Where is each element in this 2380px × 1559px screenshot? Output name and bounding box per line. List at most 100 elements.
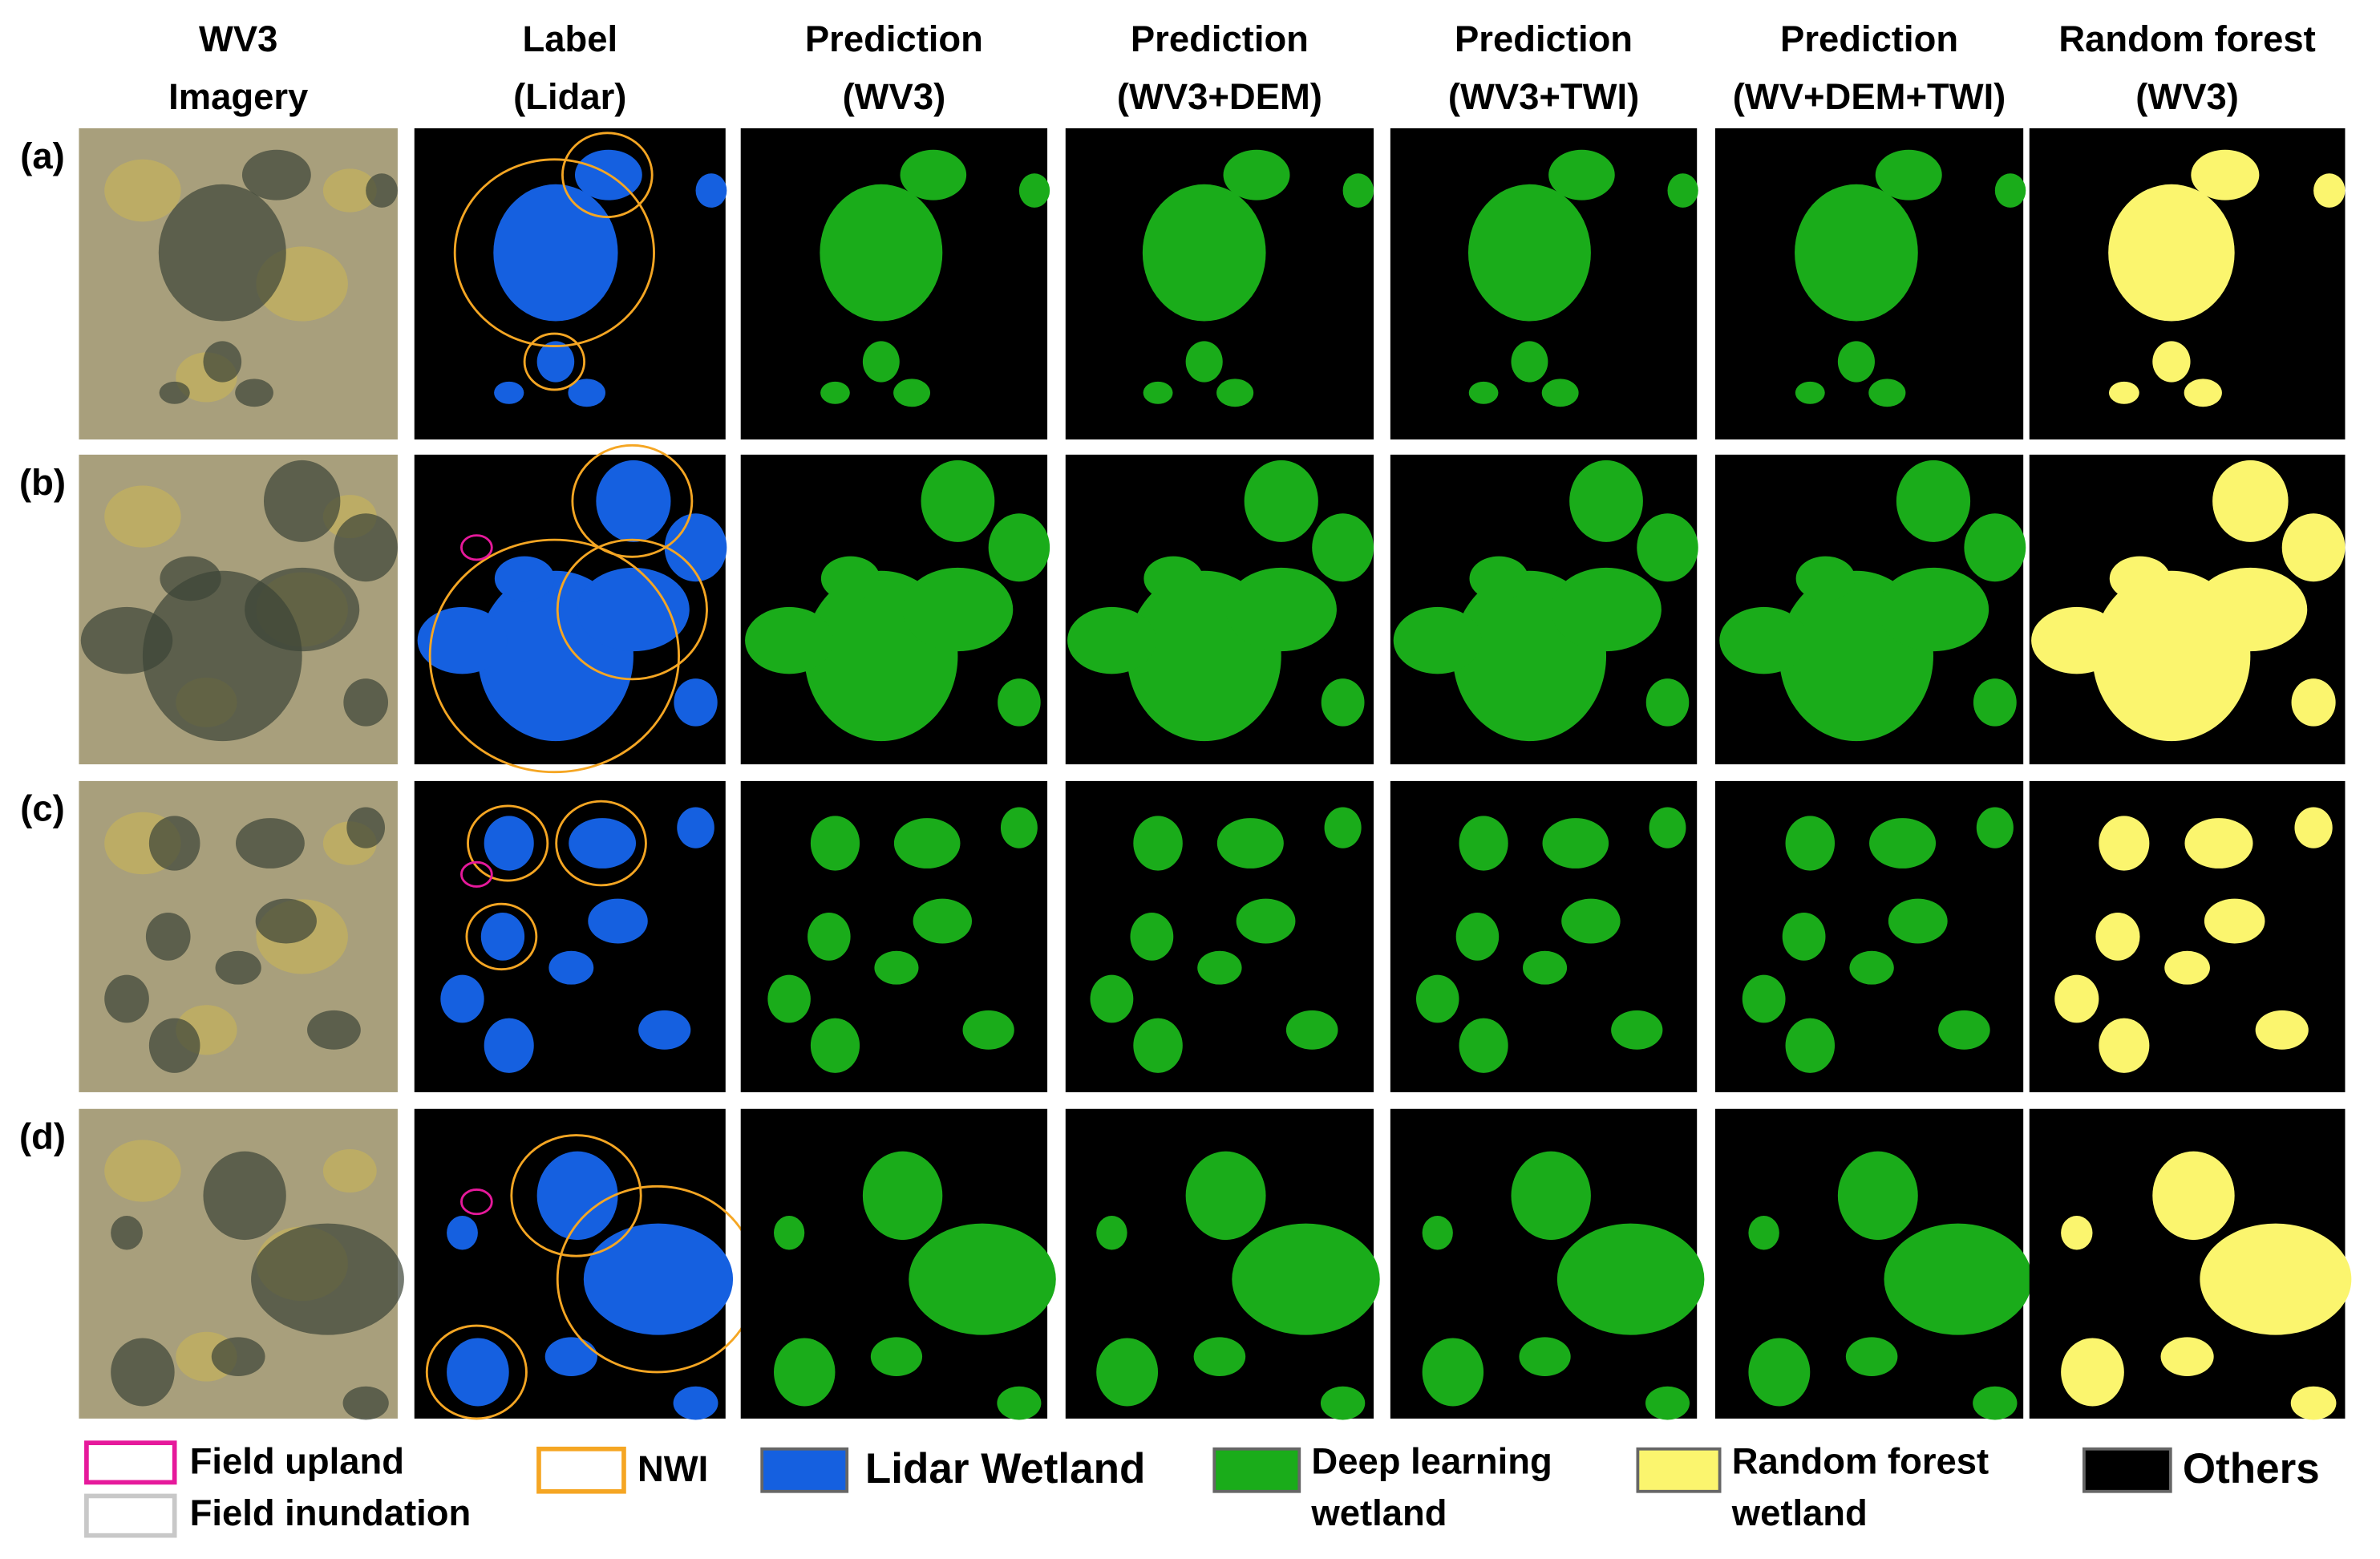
legend: Field upland Field inundation NWI Lidar … [84, 1440, 2320, 1538]
region [148, 1018, 200, 1073]
column-header: Prediction [805, 18, 983, 59]
region [1393, 606, 1482, 674]
region [774, 1215, 805, 1250]
region [251, 1223, 404, 1335]
region [80, 606, 173, 674]
region [2290, 1386, 2337, 1420]
legend-swatch [84, 1440, 177, 1485]
region [484, 1018, 534, 1073]
nwi-outline [561, 132, 654, 218]
region [2313, 173, 2346, 208]
region [1795, 381, 1825, 404]
region [1197, 950, 1242, 985]
region [870, 1337, 923, 1376]
region [2152, 341, 2191, 383]
legend-swatch [536, 1446, 626, 1494]
region [447, 1215, 478, 1250]
region [346, 807, 386, 848]
nwi-outline [453, 158, 655, 348]
region [235, 379, 273, 407]
region [536, 341, 575, 383]
column-header: Label [522, 18, 617, 59]
region [862, 341, 900, 383]
region [2152, 1151, 2235, 1241]
nwi-outline [523, 332, 586, 391]
legend-label: Field inundation [190, 1492, 472, 1533]
region [1877, 567, 1989, 652]
region [1649, 807, 1686, 848]
labels: WV3 Imagery Label (Lidar) Prediction (WV3) Pre… [19, 18, 2316, 1157]
region [2184, 818, 2253, 869]
region [1459, 816, 1508, 871]
region [664, 513, 727, 582]
region [1185, 1151, 1266, 1241]
region [695, 173, 727, 208]
region [1455, 913, 1500, 961]
region [1869, 818, 1937, 869]
legend-label: wetland [1310, 1492, 1447, 1533]
region [203, 341, 242, 383]
region [583, 1223, 734, 1335]
region [1556, 1223, 1705, 1335]
region [1000, 807, 1038, 848]
upland-outline [460, 1188, 493, 1216]
region [1185, 341, 1223, 383]
region [673, 1386, 718, 1420]
region [909, 1223, 1056, 1335]
region [1719, 606, 1808, 674]
region [1994, 173, 2026, 208]
nwi-outline [510, 1134, 642, 1257]
region [1143, 556, 1204, 601]
region [913, 898, 973, 944]
region [148, 816, 200, 871]
region [160, 556, 221, 601]
column-header: Random forest [2058, 18, 2315, 59]
column-header: (WV3+TWI) [1448, 76, 1639, 117]
region [1748, 1215, 1779, 1250]
region [241, 149, 311, 200]
region [962, 1010, 1014, 1050]
region [638, 1010, 691, 1050]
region [810, 816, 860, 871]
column-header: (WV3) [2135, 76, 2239, 117]
texture [104, 159, 181, 222]
column-header: (WV+DEM+TWI) [1733, 76, 2006, 117]
region [1236, 898, 1296, 944]
region [111, 1215, 143, 1250]
region [1422, 1215, 1453, 1250]
region [1469, 556, 1528, 601]
row-label: (b) [19, 462, 66, 503]
legend-label: Random forest [1732, 1441, 1989, 1482]
region [893, 379, 931, 407]
row-label: (c) [20, 788, 65, 829]
region [1868, 379, 1906, 407]
region [1542, 818, 1609, 869]
region [2191, 149, 2260, 200]
region [1067, 606, 1156, 674]
panels [79, 128, 2352, 1420]
region [1422, 1338, 1484, 1407]
row-label: (d) [19, 1116, 66, 1157]
region [1096, 1215, 1127, 1250]
region [1782, 913, 1826, 961]
region [366, 173, 398, 208]
region [2281, 513, 2346, 582]
region [2160, 1337, 2214, 1376]
legend-swatch [1636, 1447, 1722, 1493]
legend-label: Others [2183, 1445, 2320, 1492]
region [1569, 460, 1643, 542]
nwi-outline [555, 800, 647, 887]
nwi-outline [428, 538, 680, 774]
region [493, 184, 618, 322]
region [1611, 1010, 1663, 1050]
region [808, 913, 851, 961]
region [1637, 513, 1698, 582]
region [1748, 1338, 1811, 1407]
region [2108, 381, 2139, 404]
region [1875, 149, 1942, 200]
legend-label: Deep learning [1311, 1441, 1552, 1482]
region [1018, 173, 1050, 208]
region [211, 1337, 265, 1376]
region [215, 950, 261, 985]
